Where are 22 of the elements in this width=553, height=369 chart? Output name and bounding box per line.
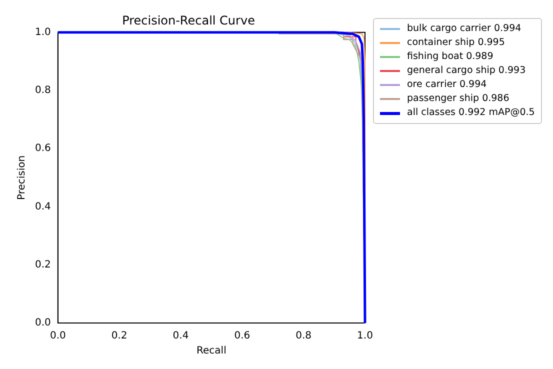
legend-label: all classes 0.992 mAP@0.5 [407,106,535,120]
x-tick-label: 0.6 [234,330,250,342]
y-tick-label: 0.2 [34,259,51,270]
legend-label: ore carrier 0.994 [407,78,487,92]
x-tick-label: 0.2 [111,330,128,342]
x-tick-label: 1.0 [357,330,373,342]
y-tick-label: 0.6 [34,143,51,154]
chart-title: Precision-Recall Curve [122,13,255,28]
y-tick-label: 0.0 [34,318,51,329]
legend-label: general cargo ship 0.993 [407,64,526,78]
legend-label: bulk cargo carrier 0.994 [407,22,522,36]
legend-label: container ship 0.995 [407,36,505,50]
y-axis-title: Precision [16,155,28,200]
legend-label: fishing boat 0.989 [407,50,494,64]
x-tick-label: 0.0 [50,330,66,342]
x-tick-label: 0.8 [296,330,312,342]
y-tick-label: 0.8 [34,85,51,96]
y-tick-label: 1.0 [34,26,51,38]
y-tick-label: 0.4 [34,201,51,212]
legend-label: passenger ship 0.986 [407,92,510,106]
x-axis-title: Recall [196,346,226,357]
x-tick-label: 0.4 [172,330,189,342]
